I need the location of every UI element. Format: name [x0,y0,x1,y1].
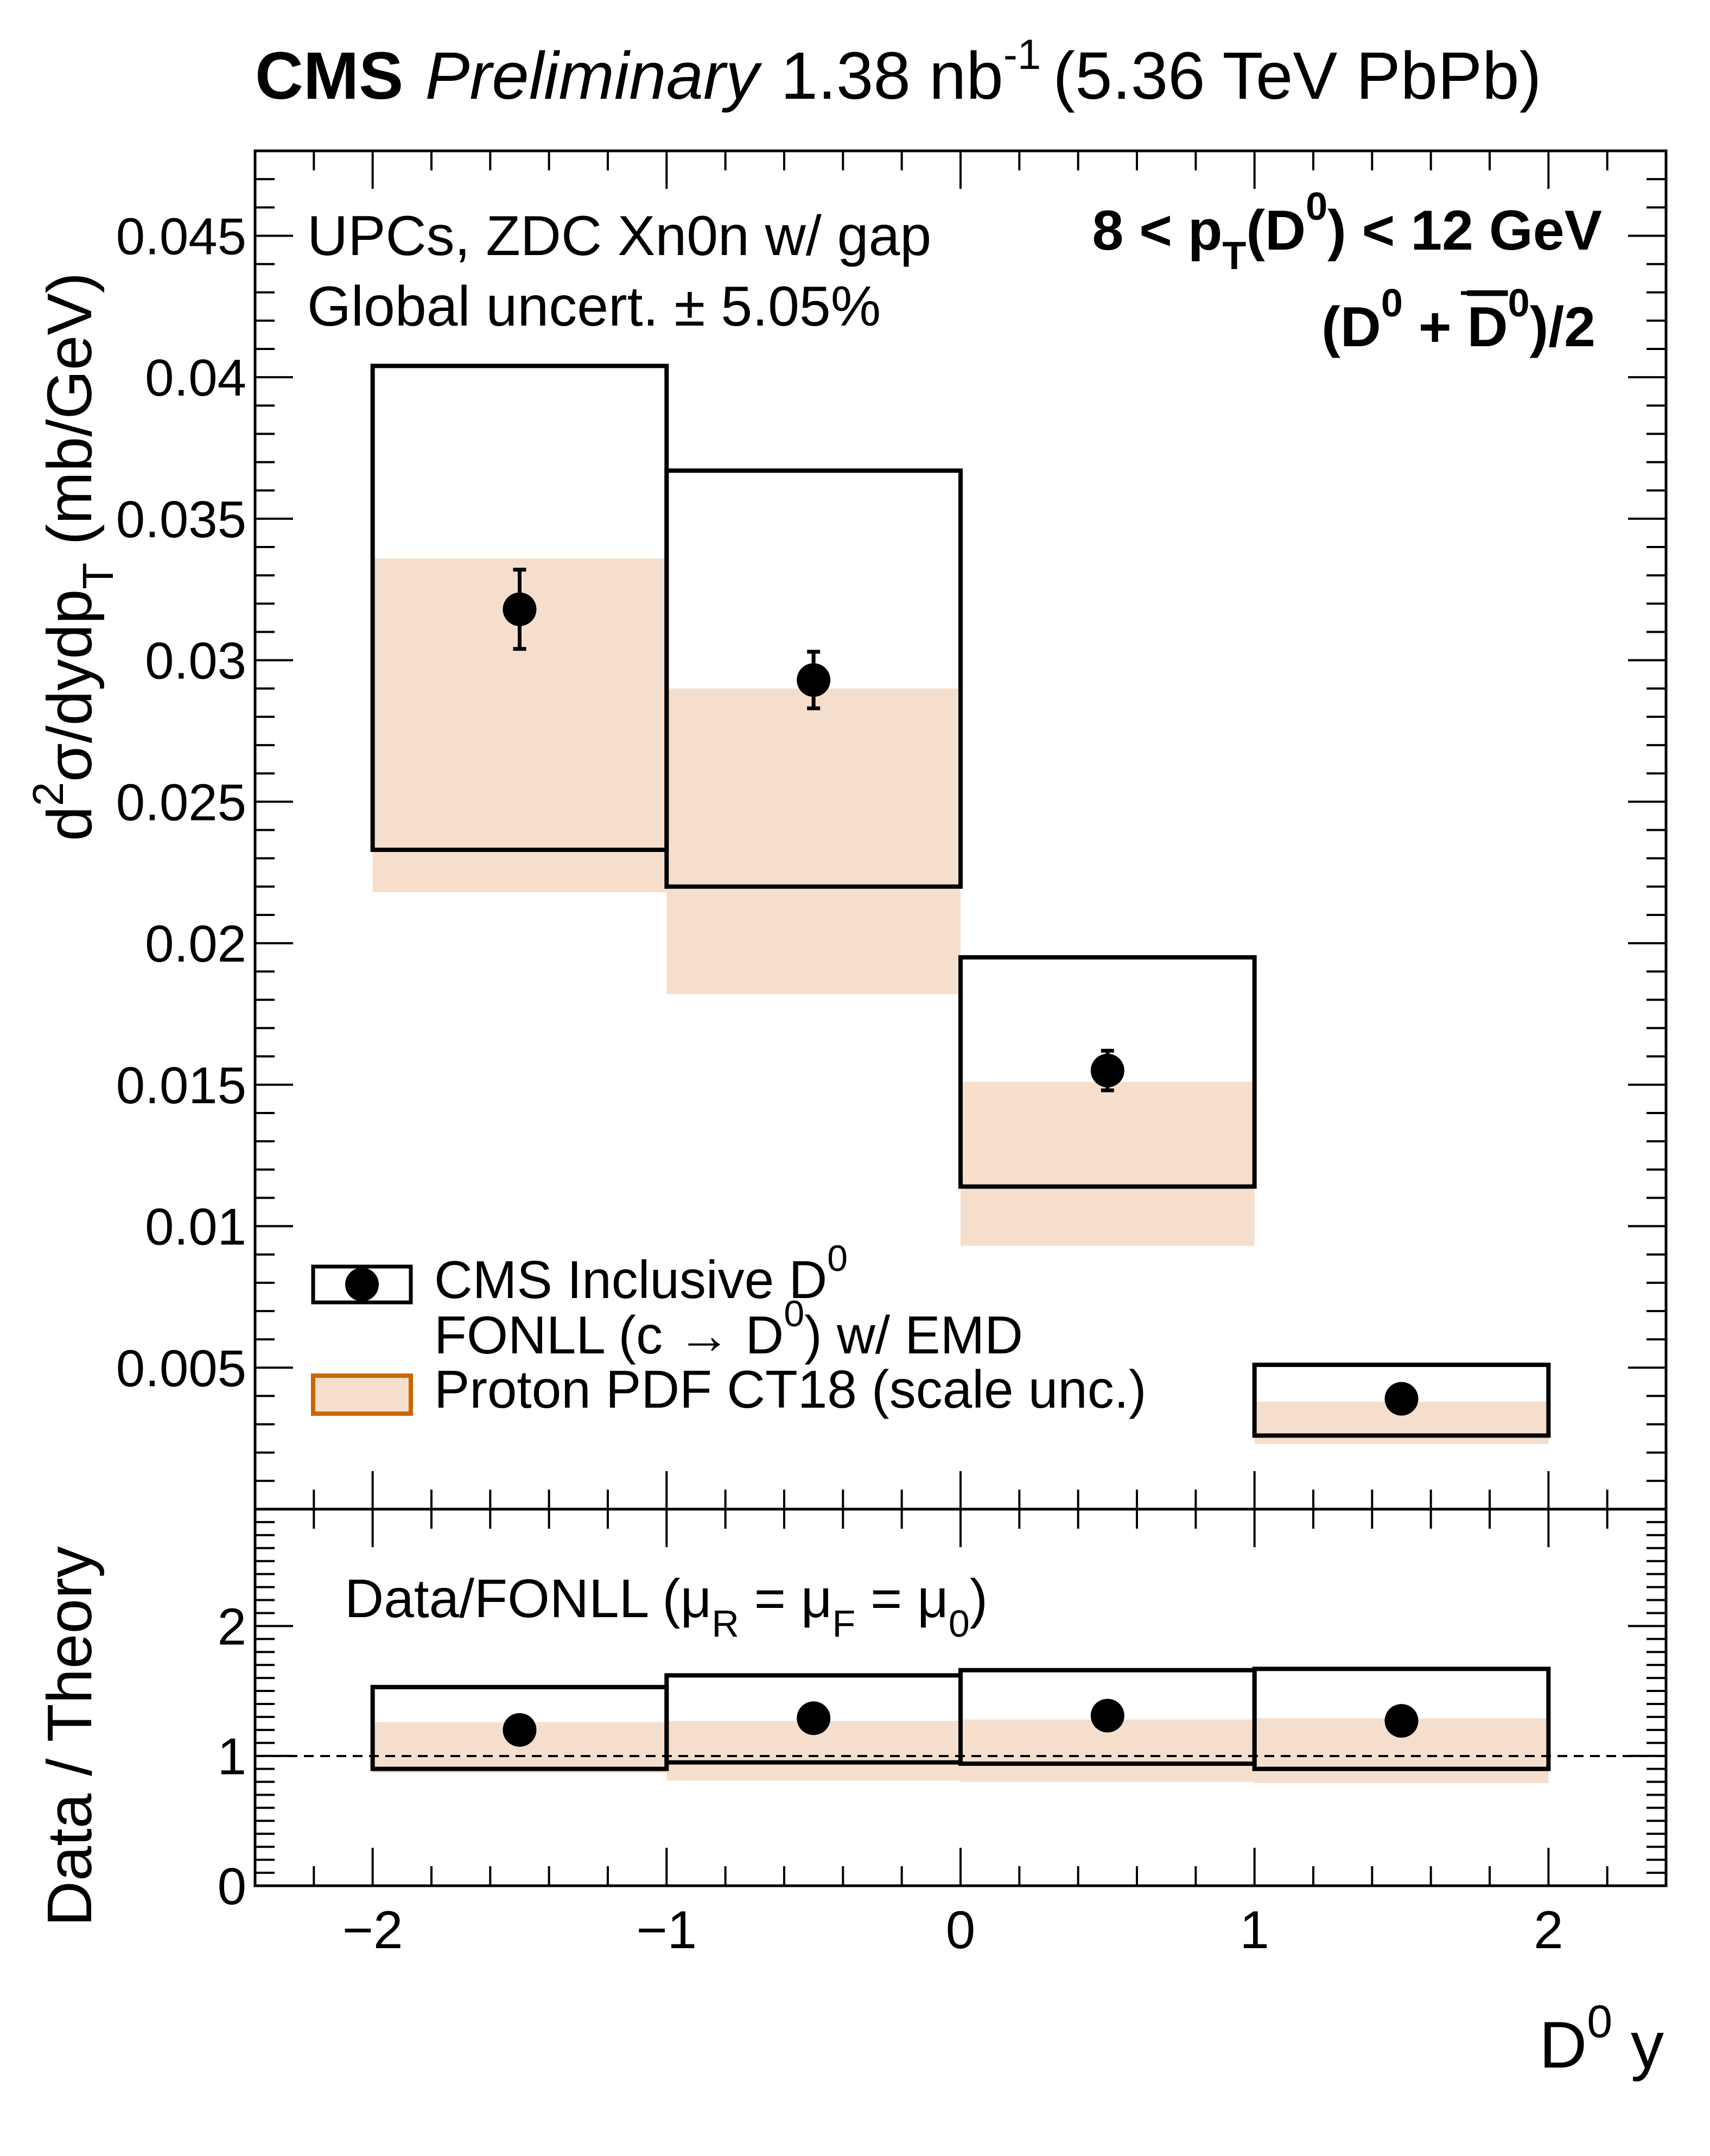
top-data-point-1 [503,592,537,626]
header: CMS Preliminary 1.38 nb-1 (5.36 TeV PbPb) [255,30,1541,113]
ratio-data-point-4 [1384,1704,1419,1738]
ratio-ytick-label: 0 [218,1858,246,1916]
legend-item-ct18: Proton PDF CT18 (scale unc.) [434,1359,1147,1419]
ratio-data-point-1 [503,1713,537,1747]
legend-box-ct18 [311,1373,413,1416]
xlabel-sup: 0 [1587,1996,1612,2047]
ratio-label-a: Data/FONLL (μ [345,1568,711,1629]
ratio-sub3: 0 [949,1602,970,1645]
ratio-boxes [370,1667,1551,1771]
top-fonll-box-3 [958,955,1257,1189]
x-tick-label: 0 [946,1900,976,1960]
ratio-points [503,1699,1419,1747]
x-tick-label: −2 [342,1900,403,1960]
x-tick-label: 1 [1239,1900,1269,1960]
legend-item2: FONLL (c → D [434,1305,784,1365]
top-points [503,568,1419,1416]
x-tick-label: −1 [636,1900,697,1960]
legend-item1-sup: 0 [827,1238,848,1279]
avg-sup2: 0 [1508,282,1530,325]
global-uncertainty-label: Global uncert. ± 5.05% [307,275,881,338]
top-data-point-3 [1090,1053,1124,1087]
top-boxes [370,364,1551,1438]
ratio-mid1: = μ [739,1568,832,1629]
ratio-end: ) [970,1568,988,1629]
xlabel-a: D [1539,2008,1587,2082]
avg-sup1: 0 [1381,282,1403,325]
avg-bar: D [1467,296,1508,359]
axis-tick-labels: 0.005 0.01 0.015 0.02 0.025 0.03 0.035 0.04 0.04… [116,207,1563,1960]
top-fonll-box-4 [1252,1363,1551,1438]
ratio-panel [253,1508,1668,1887]
header-lumi: 1.38 nb [780,39,1003,113]
top-ytick-label: 0.025 [116,773,246,831]
legend-item-cms: CMS Inclusive D0 [434,1238,848,1309]
top-ct18-band-3 [961,1082,1255,1246]
pt-range-label: 8 < pT(D0) < 12 GeV [1092,185,1602,278]
top-ytick-label: 0.04 [145,349,246,407]
ratio-ytick-label: 1 [218,1728,246,1786]
ratio-fonll-box-4 [1252,1667,1551,1771]
top-ytick-label: 0.015 [116,1057,246,1115]
top-panel [253,149,1668,1511]
ratio-ticks [255,1509,1666,1886]
top-ytick-label: 0.045 [116,207,246,265]
avg-b: + [1403,296,1467,359]
header-status: Preliminary [425,39,762,113]
legend-marker-cms [345,1268,379,1301]
legend-item2-end: ) w/ EMD [804,1305,1023,1365]
x-tick-label: 2 [1534,1900,1563,1960]
header-experiment: CMS [255,39,403,113]
pt-c: ) < 12 GeV [1327,199,1602,262]
ylabel-sub: T [74,563,122,589]
x-axis-title: D0 y [1539,1996,1664,2082]
xlabel-b: y [1612,2008,1664,2082]
ratio-y-axis-title: Data / Theory [34,1546,105,1926]
pt-b: (D [1246,199,1306,262]
top-ytick-label: 0.01 [145,1198,246,1256]
ratio-data-point-2 [797,1701,831,1735]
top-ytick-label: 0.035 [116,491,246,549]
top-data-point-4 [1384,1382,1419,1416]
ylabel-b: σ/dydp [34,589,105,782]
ratio-mid2: = μ [855,1568,949,1629]
top-ytick-label: 0.03 [145,632,246,690]
legend-item-fonll: FONLL (c → D0) w/ EMD [434,1293,1023,1365]
legend-item2-sup: 0 [784,1293,804,1334]
top-ct18-band-2 [666,688,961,994]
ratio-sub1: R [711,1602,739,1645]
top-ytick-label: 0.005 [116,1339,246,1397]
pt-sub: T [1222,234,1246,278]
top-ticks [255,151,1666,1509]
pt-sup: 0 [1306,185,1327,228]
ratio-panel-label: Data/FONLL (μR = μF = μ0) [345,1568,988,1645]
ratio-ytick-label: 2 [218,1598,246,1656]
top-fonll-box-2 [664,468,963,889]
ylabel-a: d [34,806,105,841]
header-lumi-exp: -1 [1003,30,1041,78]
ylabel-sup: 2 [24,782,72,806]
pt-a: 8 < p [1092,199,1222,262]
avg-c: )/2 [1530,296,1595,359]
top-y-axis-title: d2σ/dydpT (mb/GeV) [24,272,122,841]
header-energy: (5.36 TeV PbPb) [1053,39,1541,113]
legend-item1: CMS Inclusive D [434,1250,827,1309]
legend: CMS Inclusive D0 FONLL (c → D0) w/ EMD P… [311,1238,1147,1419]
ratio-data-point-3 [1090,1699,1124,1733]
avg-a: (D [1321,296,1381,359]
top-bands [372,558,1549,1445]
average-label: (D0 + D0)/2 [1321,282,1595,359]
top-data-point-2 [797,663,831,697]
selection-label: UPCs, ZDC Xn0n w/ gap [307,205,931,268]
top-ytick-label: 0.02 [145,915,246,973]
ylabel-c: (mb/GeV) [34,272,105,563]
ratio-sub2: F [832,1602,855,1645]
